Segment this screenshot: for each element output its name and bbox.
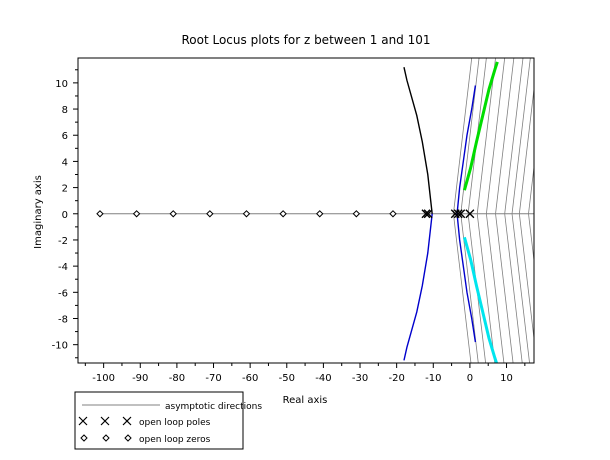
y-tick-label: 4 <box>62 157 68 168</box>
plot-content <box>96 58 534 363</box>
open-loop-zero-marker <box>352 210 361 218</box>
x-tick-label: -60 <box>242 373 258 384</box>
legend-box <box>74 391 244 450</box>
legend-label-asymptotic-directions: asymptotic directions <box>165 402 262 412</box>
y-tick-label: -6 <box>58 288 68 299</box>
y-tick-label: -10 <box>52 341 68 352</box>
open-loop-pole-marker <box>456 209 466 219</box>
plot-frame <box>77 57 535 364</box>
x-tick-label: -80 <box>169 373 185 384</box>
open-loop-pole-marker <box>465 209 475 219</box>
x-tick-label: -100 <box>92 373 115 384</box>
y-tick-label: 6 <box>62 131 68 142</box>
y-tick-label: -4 <box>58 262 68 273</box>
open-loop-zero-marker <box>96 210 104 218</box>
x-tick-label: -50 <box>279 373 295 384</box>
open-loop-pole-marker <box>421 209 431 219</box>
locus-branch-blue_branch <box>403 213 433 361</box>
open-loop-zero-marker <box>316 210 324 218</box>
x-tick-label: -10 <box>425 373 441 384</box>
legend-label-open-loop-zeros: open loop zeros <box>139 435 211 445</box>
locus-branch-green_branch <box>462 61 499 191</box>
x-tick-label: -90 <box>132 373 148 384</box>
locus-branch-cyan_branch <box>462 236 499 363</box>
open-loop-zero-marker <box>169 210 177 218</box>
legend-zero-markers <box>80 434 132 442</box>
y-tick-label: -2 <box>58 236 68 247</box>
open-loop-zero-marker <box>279 210 287 218</box>
open-loop-zero-marker <box>132 210 141 218</box>
open-loop-pole-marker <box>453 209 463 219</box>
y-tick-label: 2 <box>62 184 68 195</box>
y-axis-label: Imaginary axis <box>33 175 44 249</box>
legend-pole-markers <box>78 416 132 426</box>
plot-area <box>96 58 534 363</box>
chart-title: Root Locus plots for z between 1 and 101 <box>181 33 430 47</box>
y-axis: -10 -8 -6 -4 -2 0 2 4 6 8 10 <box>52 69 78 359</box>
x-axis: -100 -90 -80 -70 -60 -50 -40 -30 -20 -10 0 10 <box>84 363 526 384</box>
legend-label-open-loop-poles: open loop poles <box>139 418 211 428</box>
x-tick-label: 10 <box>500 373 513 384</box>
y-tick-label: 10 <box>55 79 68 90</box>
open-loop-zero-marker <box>242 210 251 218</box>
locus-branch-blue_branch <box>456 213 477 343</box>
x-tick-label: -70 <box>205 373 221 384</box>
open-loop-zero-marker <box>389 210 397 218</box>
y-tick-label: -8 <box>58 314 68 325</box>
x-tick-label: -20 <box>388 373 404 384</box>
y-tick-label: 8 <box>62 105 68 116</box>
open-loop-pole-marker <box>423 209 433 219</box>
x-tick-label: -30 <box>352 373 368 384</box>
asymptote-line <box>533 210 534 218</box>
open-loop-zero-marker <box>206 210 214 218</box>
locus-branch-blue_branch <box>456 85 477 214</box>
legend: asymptotic directions open loop poles op… <box>74 391 262 450</box>
x-tick-label: -40 <box>315 373 331 384</box>
locus-branch-black_branch <box>403 67 433 214</box>
y-tick-label: 0 <box>62 210 68 221</box>
x-axis-label: Real axis <box>283 395 328 406</box>
x-tick-label: 0 <box>467 373 473 384</box>
